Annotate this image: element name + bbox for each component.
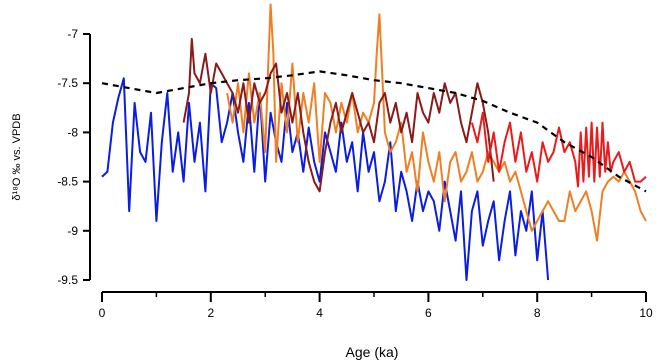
trend-line — [101, 70, 647, 193]
series-line-2 — [226, 3, 647, 242]
x-tick-label: 4 — [316, 306, 323, 320]
x-axis: 0 2 4 6 8 10 — [99, 291, 653, 320]
x-tick-label: 6 — [425, 306, 432, 320]
plot-lines — [101, 3, 647, 281]
y-axis: -7 -7.5 -8 -8.5 -9 -9.5 — [57, 27, 91, 287]
y-tick-label: -8.5 — [57, 175, 78, 189]
x-tick-label: 10 — [639, 306, 653, 320]
series-line-4 — [470, 111, 647, 188]
y-tick-label: -7.5 — [57, 76, 78, 90]
x-axis-title: Age (ka) — [346, 344, 399, 360]
y-tick-label: -9.5 — [57, 273, 78, 287]
y-axis-title: δ¹⁸O ‰ vs. VPDB — [11, 113, 23, 200]
x-tick-label: 2 — [207, 306, 214, 320]
y-tick-label: -7 — [67, 27, 78, 41]
series-line-3 — [182, 37, 495, 193]
x-tick-label: 0 — [99, 306, 106, 320]
y-tick-label: -8 — [67, 125, 78, 139]
series-line-1 — [101, 77, 550, 281]
y-tick-label: -9 — [67, 224, 78, 238]
x-tick-label: 8 — [534, 306, 541, 320]
